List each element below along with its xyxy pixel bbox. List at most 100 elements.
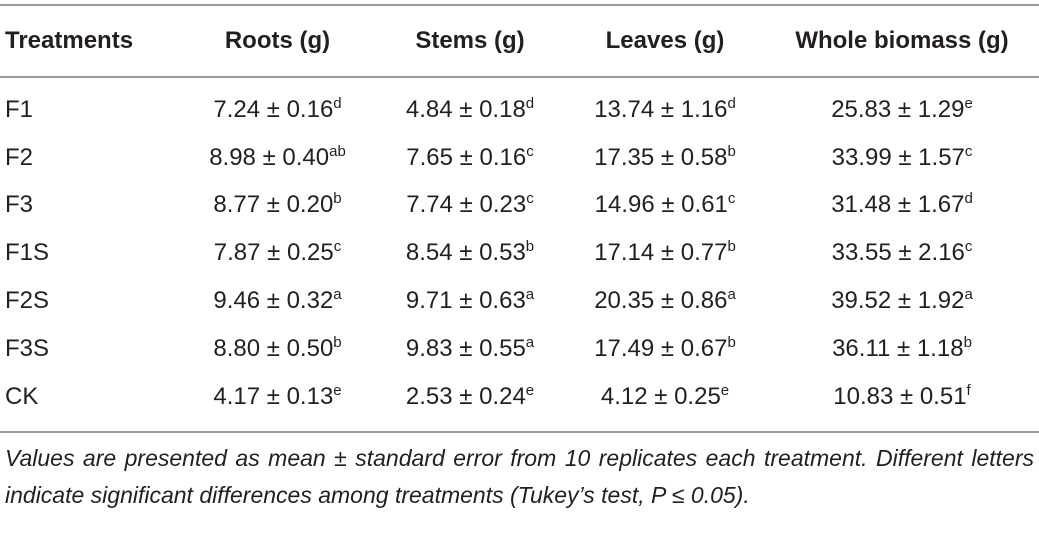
significance-letter: d <box>964 190 973 208</box>
significance-letter: b <box>727 142 736 160</box>
cell-value: 7.87 ± 0.25 <box>213 239 334 267</box>
table-cell: 7.74 ± 0.23c <box>375 182 565 230</box>
cell-value: 17.14 ± 0.77 <box>594 239 728 267</box>
cell-value: 36.11 ± 1.18 <box>832 334 964 362</box>
header-row: Treatments Roots (g) Stems (g) Leaves (g) Wh… <box>0 5 1039 77</box>
cell-value: 13.74 ± 1.16 <box>594 95 728 123</box>
significance-letter: e <box>964 94 973 112</box>
table-cell: 10.83 ± 0.51f <box>765 373 1039 432</box>
cell-value: 4.84 ± 0.18 <box>405 95 526 123</box>
table-cell: 4.17 ± 0.13e <box>180 373 375 432</box>
column-header: Roots (g) <box>224 27 331 54</box>
table-cell: 17.35 ± 0.58b <box>565 134 765 182</box>
significance-letter: a <box>525 333 535 351</box>
cell-value: 33.55 ± 2.16 <box>831 239 965 267</box>
significance-letter: e <box>720 381 730 399</box>
significance-letter: c <box>964 142 973 160</box>
table-cell: 25.83 ± 1.29e <box>765 77 1039 134</box>
significance-letter: b <box>727 333 736 351</box>
data-table: Treatments Roots (g) Stems (g) Leaves (g) Wh… <box>0 4 1039 433</box>
cell-value: 20.35 ± 0.86 <box>594 287 728 315</box>
row-label: F3S <box>5 334 50 362</box>
table-cell: 7.24 ± 0.16d <box>180 77 375 134</box>
table-cell: 31.48 ± 1.67d <box>765 182 1039 230</box>
table-cell: 33.55 ± 2.16c <box>765 229 1039 277</box>
footnote: Values are presented as mean ± standard … <box>5 445 1034 508</box>
table-cell: 4.84 ± 0.18d <box>375 77 565 134</box>
table-cell: 36.11 ± 1.18b <box>765 325 1039 373</box>
row-label: F2 <box>5 143 34 171</box>
significance-letter: d <box>333 94 342 112</box>
cell-value: 14.96 ± 0.61 <box>594 191 728 219</box>
significance-letter: b <box>333 333 342 351</box>
significance-letter: d <box>727 94 736 112</box>
cell-value: 17.49 ± 0.67 <box>594 334 728 362</box>
significance-letter: c <box>727 190 736 208</box>
column-header: Whole biomass (g) <box>795 27 1009 54</box>
table-cell: 2.53 ± 0.24e <box>375 373 565 432</box>
row-label: CK <box>5 382 39 410</box>
cell-value: 10.83 ± 0.51 <box>833 382 967 410</box>
table-row: F3 8.77 ± 0.20b 7.74 ± 0.23c 14.96 ± 0.61c 3… <box>0 182 1039 230</box>
table-head: Treatments Roots (g) Stems (g) Leaves (g) Wh… <box>0 5 1039 77</box>
row-label: F3 <box>5 191 34 219</box>
table-cell: 17.14 ± 0.77b <box>565 229 765 277</box>
table-cell: 13.74 ± 1.16d <box>565 77 765 134</box>
table-cell: 9.83 ± 0.55a <box>375 325 565 373</box>
cell-value: 33.99 ± 1.57 <box>831 143 965 171</box>
table-cell: 4.12 ± 0.25e <box>565 373 765 432</box>
table-row: F3S 8.80 ± 0.50b 9.83 ± 0.55a 17.49 ± 0.67b… <box>0 325 1039 373</box>
table-body: F1 7.24 ± 0.16d 4.84 ± 0.18d 13.74 ± 1.16d 2… <box>0 77 1039 432</box>
significance-letter: a <box>727 286 736 304</box>
table-cell: 7.87 ± 0.25c <box>180 229 375 277</box>
significance-letter: b <box>963 333 972 351</box>
column-header: Treatments <box>5 27 134 54</box>
significance-letter: d <box>525 94 535 112</box>
cell-value: 4.17 ± 0.13 <box>213 382 334 410</box>
significance-letter: f <box>966 381 971 399</box>
table-row: CK 4.17 ± 0.13e 2.53 ± 0.24e 4.12 ± 0.25e 10… <box>0 373 1039 432</box>
table-cell: 8.98 ± 0.40ab <box>180 134 375 182</box>
table-row: F2S 9.46 ± 0.32a 9.71 ± 0.63a 20.35 ± 0.86a… <box>0 277 1039 325</box>
significance-letter: a <box>333 286 342 304</box>
cell-value: 2.53 ± 0.24 <box>405 382 526 410</box>
table-row: F1S 7.87 ± 0.25c 8.54 ± 0.53b 17.14 ± 0.77b… <box>0 229 1039 277</box>
table-row: F2 8.98 ± 0.40ab 7.65 ± 0.16c 17.35 ± 0.58b… <box>0 134 1039 182</box>
cell-value: 8.80 ± 0.50 <box>213 334 334 362</box>
cell-value: 7.74 ± 0.23 <box>406 191 527 219</box>
cell-value: 25.83 ± 1.29 <box>831 95 965 123</box>
significance-letter: ab <box>329 142 346 160</box>
cell-value: 8.54 ± 0.53 <box>405 239 526 267</box>
row-label: F2S <box>5 287 50 315</box>
significance-letter: e <box>333 381 342 399</box>
table-cell: 8.80 ± 0.50b <box>180 325 375 373</box>
cell-value: 7.24 ± 0.16 <box>213 95 334 123</box>
cell-value: 31.48 ± 1.67 <box>831 191 965 219</box>
table-cell: 9.46 ± 0.32a <box>180 277 375 325</box>
row-label: F1 <box>5 95 34 123</box>
significance-letter: b <box>525 238 535 256</box>
cell-value: 17.35 ± 0.58 <box>594 143 728 171</box>
table-cell: 8.54 ± 0.53b <box>375 229 565 277</box>
table-cell: 17.49 ± 0.67b <box>565 325 765 373</box>
cell-value: 8.98 ± 0.40 <box>209 143 330 171</box>
significance-letter: c <box>333 238 342 256</box>
significance-letter: c <box>526 142 534 160</box>
cell-value: 7.65 ± 0.16 <box>406 143 527 171</box>
significance-letter: c <box>526 190 534 208</box>
cell-value: 8.77 ± 0.20 <box>213 191 334 219</box>
table-cell: 8.77 ± 0.20b <box>180 182 375 230</box>
significance-letter: a <box>525 286 535 304</box>
significance-letter: b <box>727 238 736 256</box>
table-cell: 20.35 ± 0.86a <box>565 277 765 325</box>
cell-value: 9.71 ± 0.63 <box>405 287 526 315</box>
significance-letter: b <box>333 190 342 208</box>
cell-value: 9.83 ± 0.55 <box>405 334 526 362</box>
significance-letter: c <box>964 238 973 256</box>
table-cell: 7.65 ± 0.16c <box>375 134 565 182</box>
table-cell: 14.96 ± 0.61c <box>565 182 765 230</box>
cell-value: 4.12 ± 0.25 <box>600 382 721 410</box>
table-row: F1 7.24 ± 0.16d 4.84 ± 0.18d 13.74 ± 1.16d 2… <box>0 77 1039 134</box>
significance-letter: a <box>964 286 973 304</box>
column-header: Leaves (g) <box>605 27 725 54</box>
